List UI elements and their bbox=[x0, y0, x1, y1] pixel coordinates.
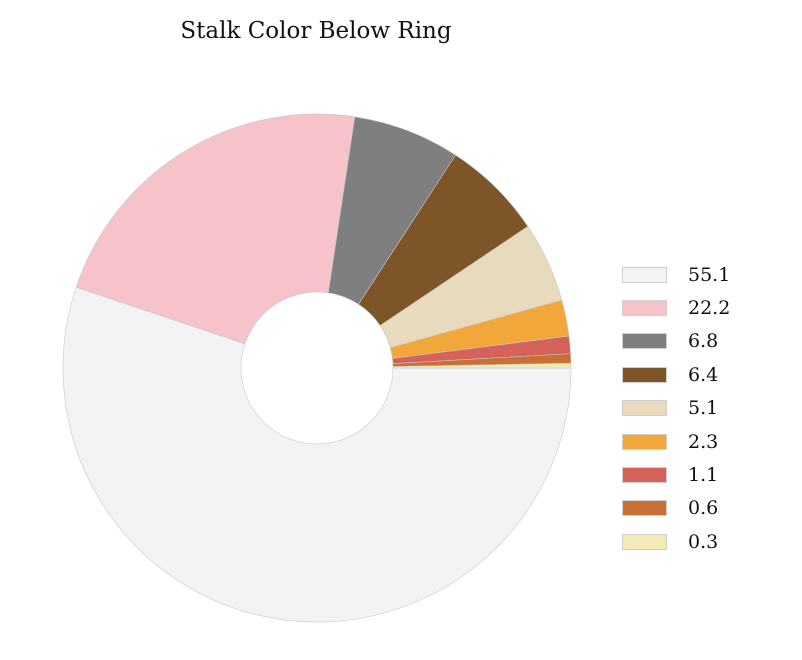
legend-swatch bbox=[622, 500, 667, 517]
legend-swatch bbox=[622, 400, 667, 417]
legend-label: 5.1 bbox=[688, 397, 719, 420]
legend-swatch bbox=[622, 467, 667, 484]
legend-label: 0.3 bbox=[688, 530, 719, 553]
legend-item: 0.6 bbox=[622, 492, 730, 525]
pie-slice-22.2 bbox=[75, 113, 356, 345]
legend-item: 5.1 bbox=[622, 392, 730, 425]
legend-swatch bbox=[622, 266, 667, 283]
donut-chart bbox=[62, 113, 572, 623]
legend-item: 6.4 bbox=[622, 358, 730, 391]
pie-slice-55.1 bbox=[62, 286, 572, 623]
legend-label: 6.4 bbox=[688, 363, 719, 386]
legend-swatch bbox=[622, 300, 667, 317]
legend-label: 1.1 bbox=[688, 464, 719, 487]
legend-label: 2.3 bbox=[688, 430, 719, 453]
legend-label: 6.8 bbox=[688, 330, 719, 353]
legend-swatch bbox=[622, 366, 667, 383]
legend-item: 2.3 bbox=[622, 425, 730, 458]
legend-swatch bbox=[622, 533, 667, 550]
legend-item: 1.1 bbox=[622, 458, 730, 491]
legend-item: 22.2 bbox=[622, 291, 730, 324]
legend-item: 6.8 bbox=[622, 325, 730, 358]
legend-item: 55.1 bbox=[622, 258, 730, 291]
legend: 55.1 22.2 6.8 6.4 5.1 2.3 1.1 0.6 0.3 bbox=[622, 258, 730, 559]
legend-label: 22.2 bbox=[688, 297, 731, 320]
legend-label: 55.1 bbox=[688, 263, 731, 286]
legend-swatch bbox=[622, 333, 667, 350]
legend-label: 0.6 bbox=[688, 497, 719, 520]
legend-swatch bbox=[622, 433, 667, 450]
pie-slice-0.3 bbox=[392, 362, 572, 369]
chart-title: Stalk Color Below Ring bbox=[180, 18, 452, 44]
legend-item: 0.3 bbox=[622, 525, 730, 558]
